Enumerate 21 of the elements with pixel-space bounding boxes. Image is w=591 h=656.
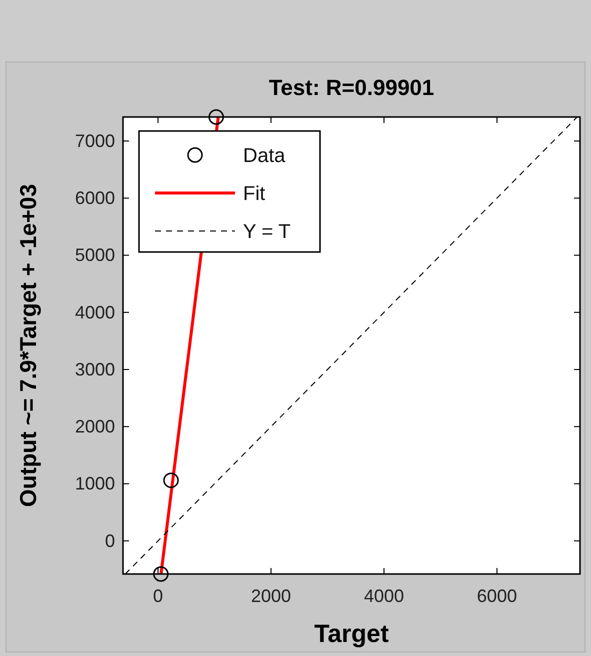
point: [208, 109, 224, 125]
x-tick-label: 6000: [476, 586, 517, 606]
x-tick-label: 4000: [364, 586, 404, 606]
point: [153, 566, 169, 582]
y-tick-label: 1000: [74, 474, 115, 494]
y-tick-label: 5000: [74, 245, 115, 266]
y-tick-label: 7000: [74, 130, 115, 151]
x-tick-label: 2000: [250, 586, 292, 606]
y-axis-title: Output ~= 7.9*Target + -1e+03: [15, 184, 41, 507]
y-tick-label: 3000: [74, 359, 115, 380]
y-tick-label: 4000: [74, 302, 115, 322]
y-tick-label: 2000: [74, 416, 115, 437]
point: [163, 472, 179, 488]
legend-label: Data: [243, 145, 286, 167]
y-tick-label: 0: [104, 530, 115, 551]
y-tick-label: 6000: [74, 188, 115, 208]
x-tick-label: 0: [153, 586, 164, 606]
legend-label: Fit: [243, 183, 266, 205]
legend-label: Y = T: [243, 221, 291, 243]
chart-title: Test: R=0.99901: [268, 75, 434, 100]
x-axis-title: Target: [314, 620, 390, 648]
